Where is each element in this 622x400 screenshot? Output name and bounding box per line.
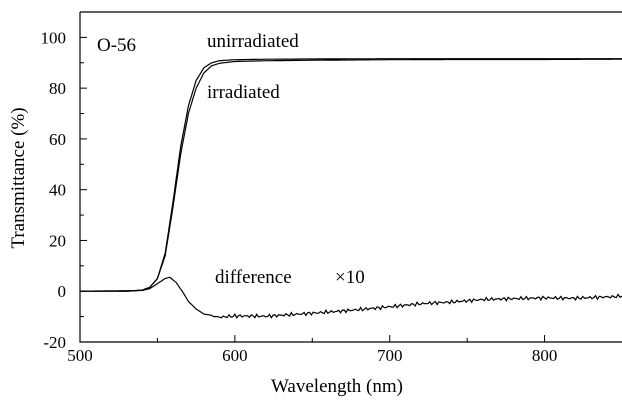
y-axis-title: Transmittance (%): [8, 107, 29, 248]
axis-frame: [79, 12, 622, 343]
x-tick-label: 500: [67, 346, 93, 365]
sample-label: O-56: [97, 35, 136, 56]
y-tick-label: -20: [43, 333, 66, 352]
y-tick-label: 40: [49, 181, 66, 200]
series-unirradiated-line: [80, 58, 622, 292]
y-tick-label: 80: [49, 79, 66, 98]
scale-factor-label: ×10: [335, 267, 365, 288]
x-axis-title: Wavelength (nm): [271, 376, 403, 397]
series-irradiated-line: [80, 58, 622, 292]
y-tick-label: 0: [58, 282, 67, 301]
y-tick-label: 100: [41, 28, 67, 47]
x-tick-label: 600: [222, 346, 248, 365]
plot-area: [79, 11, 622, 343]
x-tick-label: 700: [377, 346, 403, 365]
unirradiated-label: unirradiated: [207, 31, 299, 52]
series-difference-line: [80, 276, 622, 319]
difference-label: difference: [215, 267, 292, 288]
series-lines: [80, 58, 622, 319]
irradiated-label: irradiated: [207, 82, 280, 103]
y-tick-label: 60: [49, 130, 66, 149]
x-tick-label: 800: [532, 346, 558, 365]
y-tick-label: 20: [49, 231, 66, 250]
x-axis-ticks: 500 600 700 800: [67, 335, 557, 365]
y-axis-ticks: -20 0 20 40 60 80 100: [41, 28, 87, 352]
